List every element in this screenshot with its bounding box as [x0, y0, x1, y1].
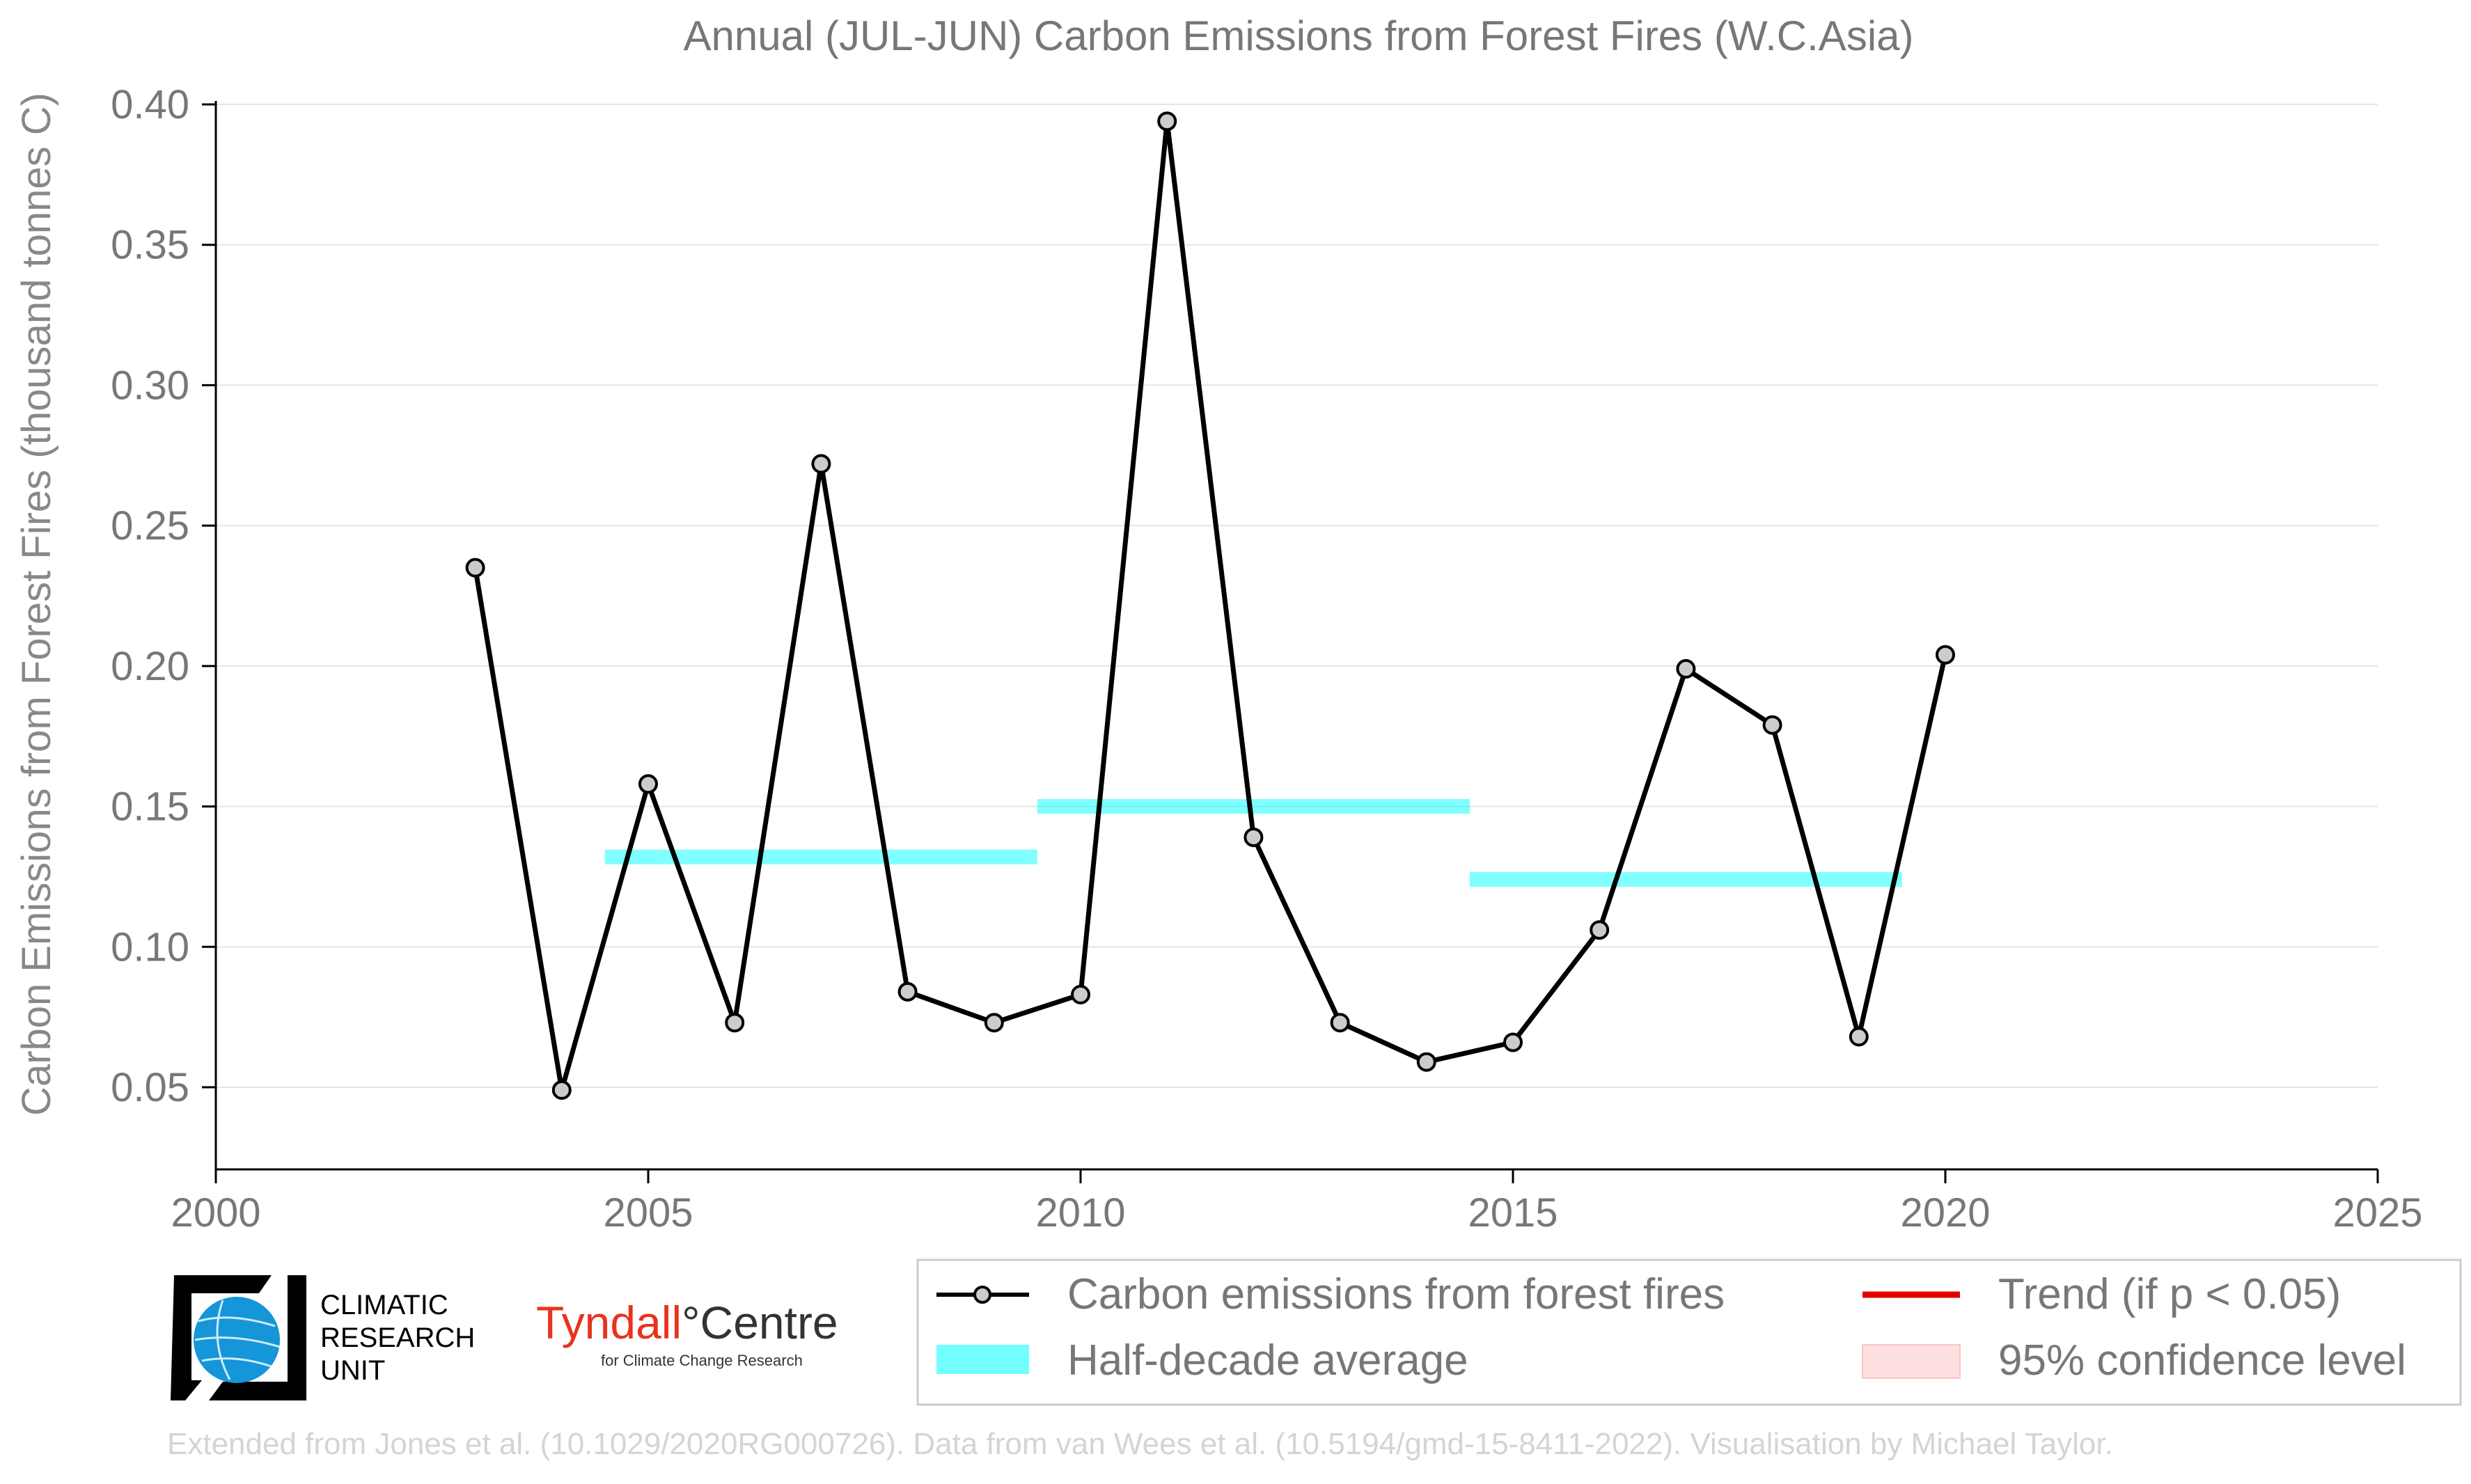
data-point — [1590, 920, 1610, 940]
data-point — [638, 774, 658, 794]
tyndall-logo: Tyndall°Centre for Climate Change Resear… — [536, 1296, 838, 1369]
data-point — [1936, 645, 1955, 665]
data-point — [811, 454, 831, 474]
cru-line-3: UNIT — [320, 1355, 386, 1386]
half-decade-average-bands — [604, 799, 1902, 887]
y-axis-label: Carbon Emissions from Forest Fires (thou… — [14, 93, 59, 1116]
x-tick-label: 2000 — [171, 1190, 260, 1236]
y-tick-label: 0.40 — [111, 82, 189, 127]
tyndall-subtitle: for Climate Change Research — [601, 1352, 803, 1369]
legend-frame — [916, 1258, 2462, 1406]
data-point — [1503, 1032, 1523, 1052]
legend-label-trend: Trend (if p < 0.05) — [1998, 1270, 2341, 1318]
data-point — [1676, 658, 1696, 679]
y-tick-label: 0.05 — [111, 1065, 189, 1110]
y-axis: 0.05 0.10 0.15 0.20 0.25 0.30 0.35 0.40 — [111, 82, 217, 1169]
data-point — [897, 981, 918, 1002]
x-tick-label: 2010 — [1035, 1190, 1125, 1236]
x-tick-label: 2005 — [603, 1190, 693, 1236]
legend: Carbon emissions from forest fires Half-… — [916, 1258, 2462, 1406]
data-point — [1416, 1052, 1436, 1072]
y-tick-label: 0.35 — [111, 223, 189, 268]
legend-label-confidence: 95% confidence level — [1998, 1336, 2406, 1384]
tyndall-centre-word: Centre — [700, 1297, 838, 1348]
footer-credits: Extended from Jones et al. (10.1029/2020… — [167, 1427, 2113, 1461]
data-point — [725, 1013, 745, 1033]
legend-label-half-decade: Half-decade average — [1067, 1336, 1468, 1384]
data-point — [465, 558, 485, 578]
data-point — [551, 1080, 572, 1100]
cru-logo — [171, 1275, 306, 1400]
legend-swatch-confidence — [1862, 1344, 1961, 1379]
x-tick-label: 2020 — [1900, 1190, 1990, 1236]
chart-title: Annual (JUL-JUN) Carbon Emissions from F… — [683, 13, 1913, 59]
data-point — [1071, 984, 1090, 1004]
data-point — [1244, 827, 1264, 847]
x-axis: 2000 2005 2010 2015 2020 2025 — [171, 1168, 2423, 1236]
x-tick-label: 2015 — [1468, 1190, 1558, 1236]
legend-swatch-half-decade — [936, 1345, 1029, 1374]
data-point — [1762, 715, 1782, 735]
globe-icon — [194, 1297, 280, 1383]
data-point — [984, 1013, 1004, 1033]
half-decade-bar — [1469, 871, 1902, 887]
series-line — [473, 118, 1948, 1093]
tyndall-logo-name: Tyndall°Centre — [536, 1296, 838, 1349]
y-tick-label: 0.10 — [111, 924, 189, 970]
tyndall-degree: ° — [682, 1297, 700, 1348]
emissions-series — [465, 111, 1955, 1100]
x-tick-label: 2025 — [2332, 1190, 2422, 1236]
grid-lines — [216, 104, 2378, 1088]
cru-line-1: CLIMATIC — [320, 1290, 448, 1320]
cru-line-2: RESEARCH — [320, 1323, 476, 1353]
half-decade-bar — [604, 849, 1037, 865]
y-tick-label: 0.25 — [111, 503, 189, 548]
y-tick-label: 0.15 — [111, 784, 189, 830]
globe-icon-lines — [194, 1300, 281, 1380]
tyndall-word: Tyndall — [536, 1297, 682, 1348]
data-point — [1849, 1027, 1869, 1047]
data-point — [1330, 1013, 1350, 1033]
legend-swatch-emissions-marker — [973, 1286, 991, 1304]
legend-label-emissions: Carbon emissions from forest fires — [1067, 1270, 1725, 1318]
cru-logo-frame — [171, 1275, 306, 1400]
data-point — [1157, 111, 1177, 132]
cru-logo-text: CLIMATIC RESEARCH UNIT — [320, 1289, 475, 1387]
y-tick-label: 0.20 — [111, 644, 189, 689]
y-tick-label: 0.30 — [111, 363, 189, 408]
half-decade-bar — [1037, 799, 1470, 814]
